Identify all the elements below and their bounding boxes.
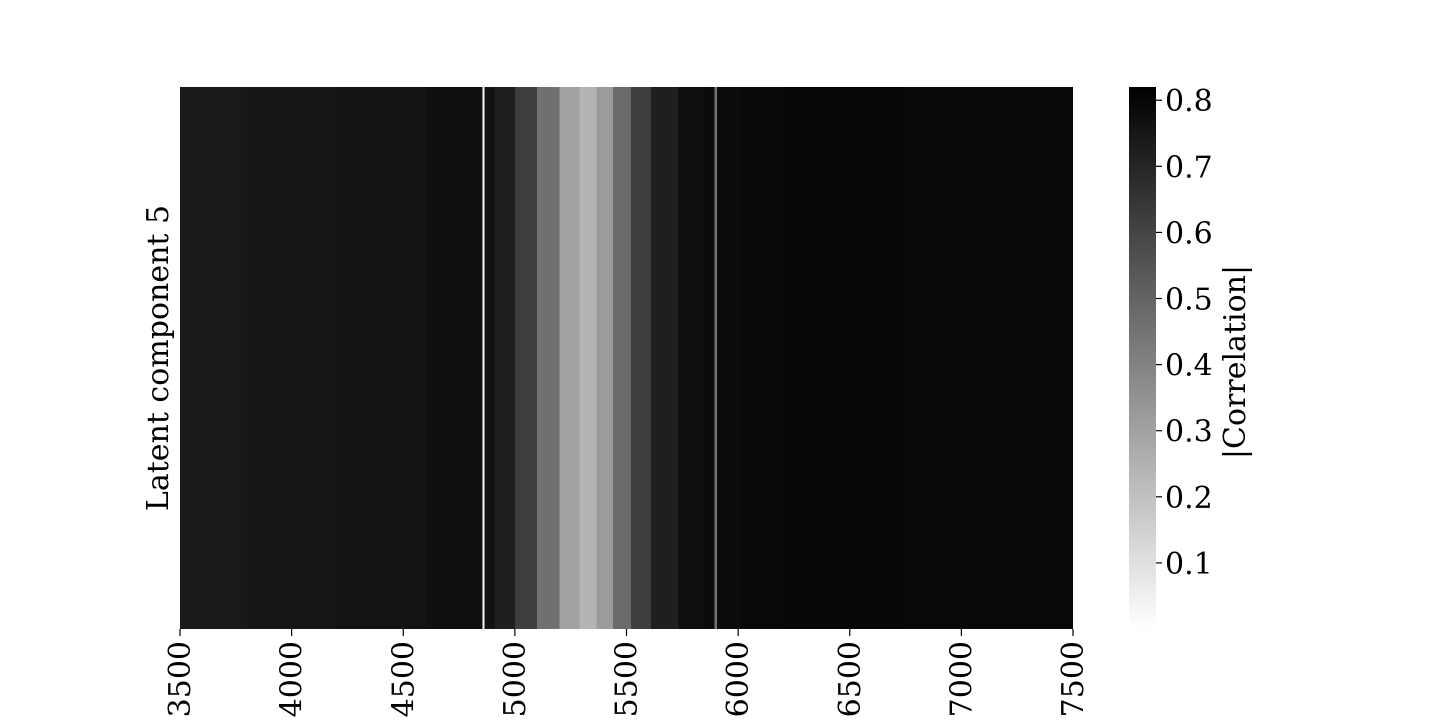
x-tick-label: 4000	[275, 641, 310, 717]
heatmap-cell	[716, 87, 740, 629]
heatmap-cell	[336, 87, 381, 629]
heatmap-cell	[537, 87, 560, 629]
heatmap-cell	[782, 87, 839, 629]
x-tick-label: 7000	[944, 641, 979, 717]
heatmap-cell	[559, 87, 580, 629]
heatmap-cell	[202, 87, 247, 629]
x-tick-label: 7500	[1056, 641, 1091, 717]
x-tick-label: 4500	[386, 641, 421, 717]
heatmap-cell	[425, 87, 465, 629]
colorbar-gradient	[1129, 87, 1156, 629]
colorbar-label: |Correlation|	[1218, 265, 1253, 459]
heatmap-cell	[180, 87, 203, 629]
y-axis-label: Latent component 5	[141, 205, 176, 511]
colorbar-tick-label: 0.8	[1165, 84, 1213, 119]
heatmap-cell	[482, 87, 485, 629]
heatmap-cell	[1039, 87, 1073, 629]
heatmap-cell	[464, 87, 483, 629]
heatmap-cell	[613, 87, 631, 629]
heatmap-cell	[596, 87, 614, 629]
colorbar: 0.1 0.2 0.3 0.4 0.5 0.6 0.7 0.8 |Correlation|	[1129, 84, 1253, 629]
colorbar-tick-label: 0.6	[1165, 216, 1213, 251]
colorbar-tick-label: 0.4	[1165, 349, 1213, 384]
heatmap-cell	[703, 87, 715, 629]
heatmap-cell	[380, 87, 426, 629]
heatmap-cell	[838, 87, 906, 629]
heatmap-cell	[739, 87, 783, 629]
heatmap-cell	[905, 87, 973, 629]
colorbar-tick-label: 0.5	[1165, 283, 1213, 318]
heatmap-cell	[630, 87, 652, 629]
heatmap-cell	[714, 87, 717, 629]
heatmap-cell	[291, 87, 337, 629]
colorbar-tick-label: 0.7	[1165, 150, 1213, 185]
x-tick-label: 5000	[498, 641, 533, 717]
heatmap-cells	[180, 87, 1073, 629]
x-tick-label: 3500	[163, 641, 198, 717]
x-tick-label: 6500	[833, 641, 868, 717]
x-tick-label: 6000	[721, 641, 756, 717]
heatmap-cell	[514, 87, 538, 629]
x-axis: 3500 4000 4500 5000 5500 6000 6500 7000 7500	[163, 629, 1091, 717]
heatmap-cell	[484, 87, 495, 629]
x-tick-label: 5500	[610, 641, 645, 717]
heatmap-cell	[579, 87, 597, 629]
colorbar-tick-label: 0.2	[1165, 481, 1213, 516]
heatmap-cell	[651, 87, 678, 629]
colorbar-tick-label: 0.1	[1165, 547, 1213, 582]
heatmap-cell	[677, 87, 704, 629]
heatmap-cell	[972, 87, 1040, 629]
heatmap-cell	[246, 87, 292, 629]
colorbar-tick-label: 0.3	[1165, 415, 1213, 450]
heatmap-cell	[494, 87, 515, 629]
colorbar-ticks: 0.1 0.2 0.3 0.4 0.5 0.6 0.7 0.8	[1156, 84, 1213, 582]
